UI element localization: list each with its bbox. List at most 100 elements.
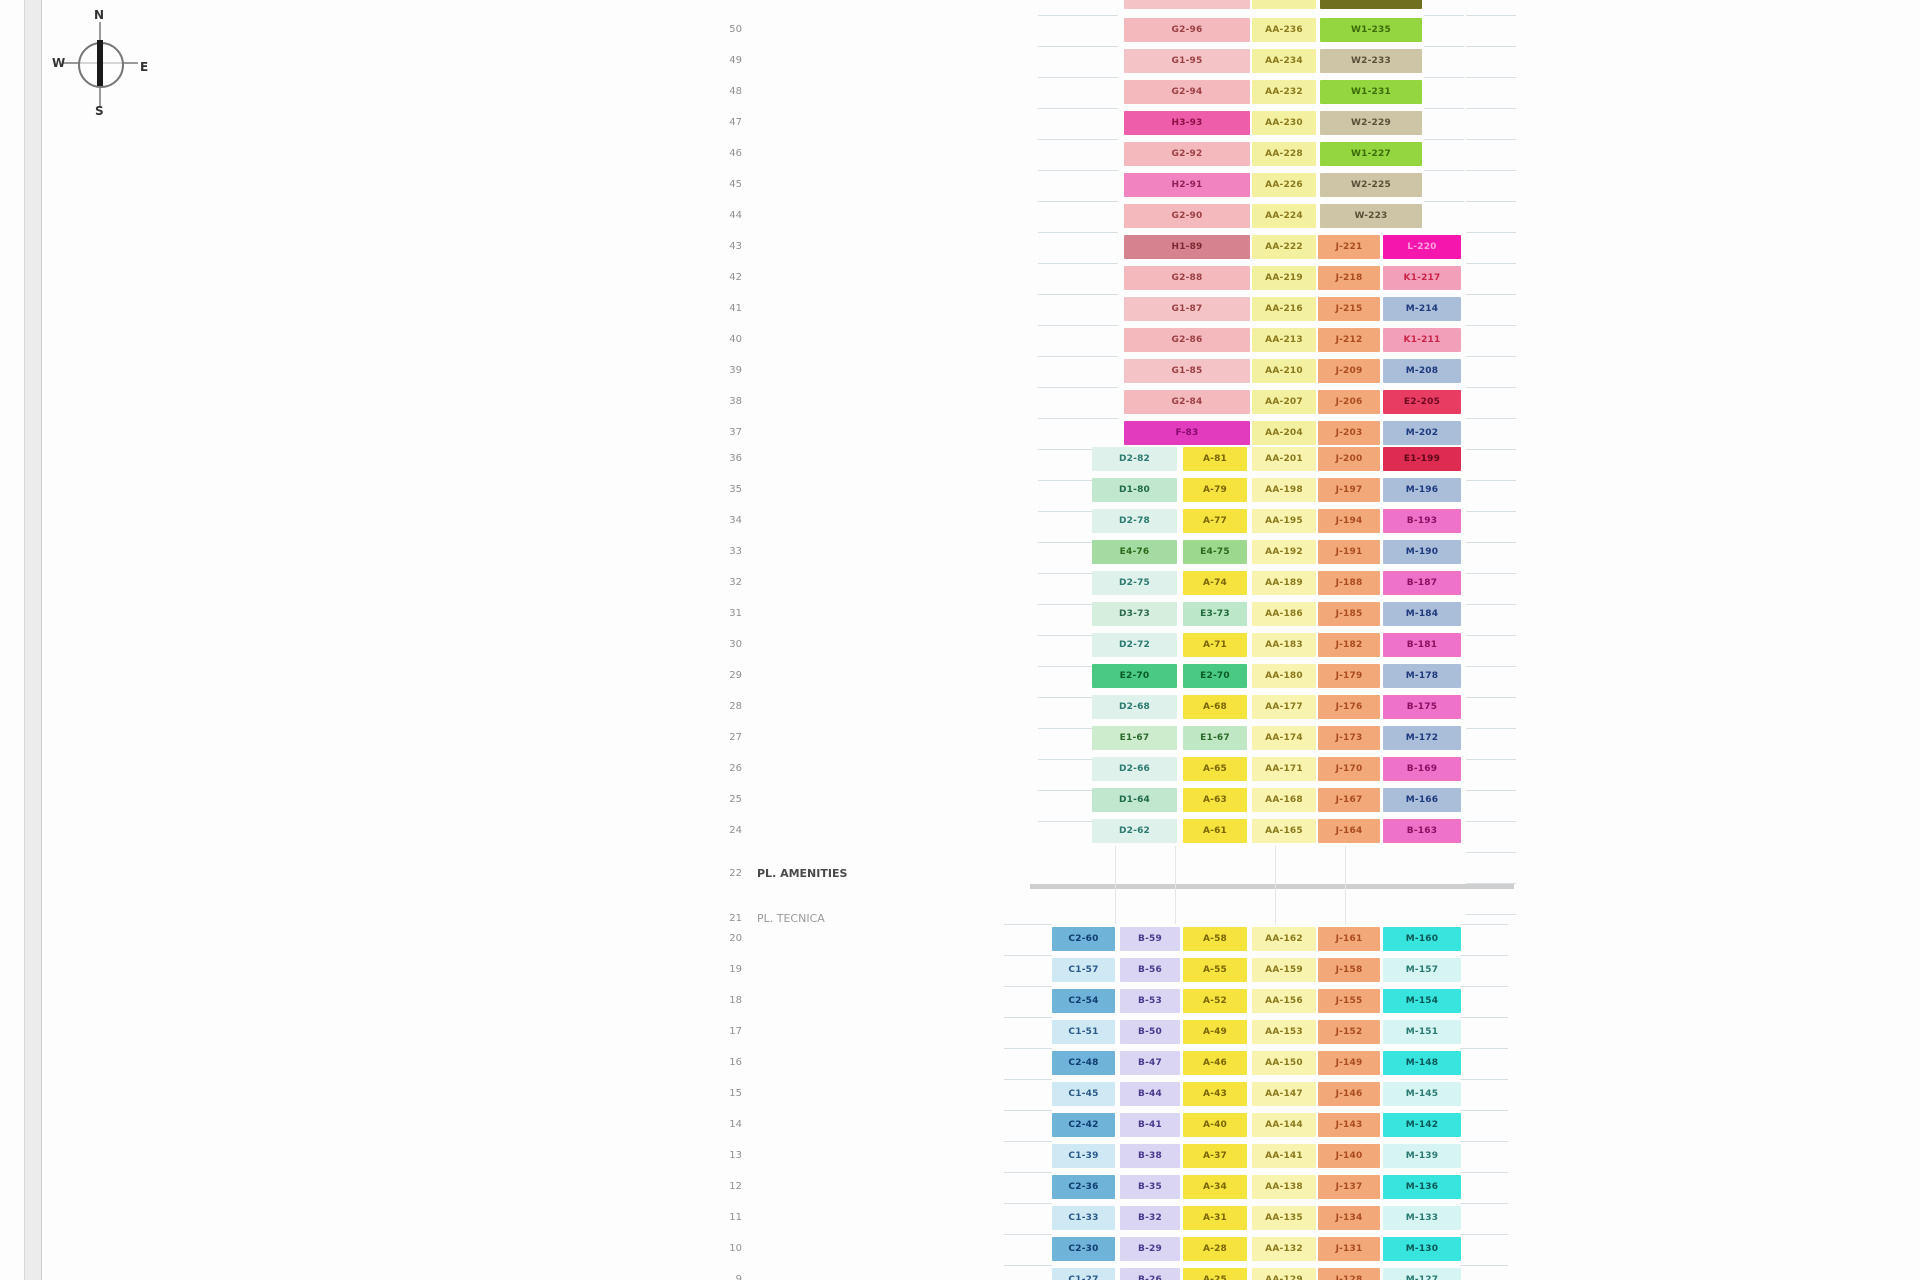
unit-cell: E1-67 [1183, 726, 1247, 750]
unit-cell: J-155 [1318, 989, 1380, 1013]
unit-cell: J-209 [1318, 359, 1380, 383]
unit-cell: A-55 [1183, 958, 1247, 982]
unit-cell: B-47 [1120, 1051, 1180, 1075]
floor-number: 40 [729, 334, 742, 345]
unit-cell: G2-90 [1124, 204, 1250, 228]
unit-cell: W1-227 [1320, 142, 1422, 166]
unit-cell: B-53 [1120, 989, 1180, 1013]
unit-cell: J-215 [1318, 297, 1380, 321]
unit-cell: W1-231 [1320, 80, 1422, 104]
unit-cell: D2-72 [1092, 633, 1177, 657]
unit-cell: A-74 [1183, 571, 1247, 595]
unit-cell: D2-75 [1092, 571, 1177, 595]
unit-cell: D2-68 [1092, 695, 1177, 719]
unit-cell: AA-132 [1252, 1237, 1316, 1261]
unit-cell: AA-222 [1252, 235, 1316, 259]
unit-cell: B-32 [1120, 1206, 1180, 1230]
floor-number: 33 [729, 546, 742, 557]
unit-cell: AA-228 [1252, 142, 1316, 166]
unit-cell: J-182 [1318, 633, 1380, 657]
unit-cell: W2-233 [1320, 49, 1422, 73]
floor-number: 48 [729, 86, 742, 97]
unit-cell: G1-85 [1124, 359, 1250, 383]
unit-cell: J-179 [1318, 664, 1380, 688]
unit-cell: A-68 [1183, 695, 1247, 719]
unit-cell: AA-210 [1252, 359, 1316, 383]
unit-cell: M-130 [1383, 1237, 1461, 1261]
unit-cell: G2-84 [1124, 390, 1250, 414]
unit-cell: D1-64 [1092, 788, 1177, 812]
unit-cell: F-83 [1124, 421, 1250, 445]
unit-cell [1252, 0, 1316, 9]
floor-number: 16 [729, 1057, 742, 1068]
unit-cell: M-145 [1383, 1082, 1461, 1106]
unit-cell: J-218 [1318, 266, 1380, 290]
unit-cell: AA-216 [1252, 297, 1316, 321]
floor-number: 15 [729, 1088, 742, 1099]
unit-cell: A-37 [1183, 1144, 1247, 1168]
unit-cell: H2-91 [1124, 173, 1250, 197]
unit-cell: W1-235 [1320, 18, 1422, 42]
unit-cell: AA-213 [1252, 328, 1316, 352]
floor-number: 39 [729, 365, 742, 376]
unit-cell: C2-54 [1052, 989, 1115, 1013]
unit-cell: H1-89 [1124, 235, 1250, 259]
unit-cell: E1-199 [1383, 447, 1461, 471]
floor-number: 43 [729, 241, 742, 252]
floor-number: 31 [729, 608, 742, 619]
unit-cell: J-191 [1318, 540, 1380, 564]
unit-cell: D1-80 [1092, 478, 1177, 502]
unit-cell: G2-88 [1124, 266, 1250, 290]
tecnica-floor-label: PL. TECNICA [757, 912, 825, 925]
unit-cell: J-194 [1318, 509, 1380, 533]
unit-cell: B-35 [1120, 1175, 1180, 1199]
floor-number: 13 [729, 1150, 742, 1161]
unit-cell: G2-86 [1124, 328, 1250, 352]
unit-cell: C2-60 [1052, 927, 1115, 951]
unit-cell: AA-159 [1252, 958, 1316, 982]
unit-cell: M-190 [1383, 540, 1461, 564]
unit-cell: C1-51 [1052, 1020, 1115, 1044]
unit-cell: J-176 [1318, 695, 1380, 719]
unit-cell: J-221 [1318, 235, 1380, 259]
unit-cell: C1-33 [1052, 1206, 1115, 1230]
unit-cell: B-169 [1383, 757, 1461, 781]
unit-cell: AA-171 [1252, 757, 1316, 781]
floor-number: 11 [729, 1212, 742, 1223]
unit-cell: M-151 [1383, 1020, 1461, 1044]
unit-cell: AA-195 [1252, 509, 1316, 533]
unit-cell [1124, 0, 1250, 9]
unit-cell: E3-73 [1183, 602, 1247, 626]
unit-cell: M-202 [1383, 421, 1461, 445]
unit-cell: J-200 [1318, 447, 1380, 471]
unit-cell: D2-62 [1092, 819, 1177, 843]
floor-number: 10 [729, 1243, 742, 1254]
floor-number: 38 [729, 396, 742, 407]
slab-lines-left-lower [1004, 924, 1052, 1280]
unit-cell: M-148 [1383, 1051, 1461, 1075]
sheet-edge-strip [24, 0, 42, 1280]
unit-cell: A-46 [1183, 1051, 1247, 1075]
unit-cell: C2-42 [1052, 1113, 1115, 1137]
unit-cell: C2-36 [1052, 1175, 1115, 1199]
unit-cell: J-131 [1318, 1237, 1380, 1261]
unit-cell: AA-153 [1252, 1020, 1316, 1044]
unit-cell: AA-192 [1252, 540, 1316, 564]
unit-cell: J-128 [1318, 1268, 1380, 1280]
unit-cell: W-223 [1320, 204, 1422, 228]
unit-cell: A-49 [1183, 1020, 1247, 1044]
unit-cell: G1-95 [1124, 49, 1250, 73]
unit-cell: A-25 [1183, 1268, 1247, 1280]
unit-cell: G1-87 [1124, 297, 1250, 321]
unit-cell: J-203 [1318, 421, 1380, 445]
unit-cell: B-193 [1383, 509, 1461, 533]
unit-cell: B-187 [1383, 571, 1461, 595]
unit-cell: J-134 [1318, 1206, 1380, 1230]
floor-number: 24 [729, 825, 742, 836]
unit-cell: AA-177 [1252, 695, 1316, 719]
unit-cell: M-178 [1383, 664, 1461, 688]
unit-cell: J-140 [1318, 1144, 1380, 1168]
unit-cell: J-152 [1318, 1020, 1380, 1044]
unit-cell: J-158 [1318, 958, 1380, 982]
unit-cell: K1-217 [1383, 266, 1461, 290]
